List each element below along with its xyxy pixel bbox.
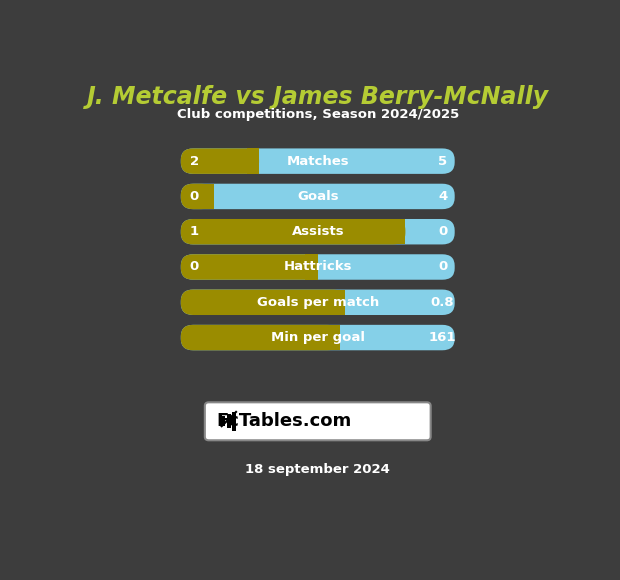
Text: 1: 1 [190,225,199,238]
Text: 161: 161 [429,331,456,344]
FancyBboxPatch shape [181,254,317,280]
Text: Goals per match: Goals per match [257,296,379,309]
Bar [202,184,214,209]
Text: Assists: Assists [291,225,344,238]
Text: Min per goal: Min per goal [271,331,365,344]
FancyBboxPatch shape [181,219,405,244]
FancyBboxPatch shape [181,184,454,209]
Text: 0: 0 [438,260,447,274]
Bar [247,148,259,174]
Text: J. Metcalfe vs James Berry-McNally: J. Metcalfe vs James Berry-McNally [87,85,549,109]
Text: 0: 0 [190,260,199,274]
FancyBboxPatch shape [181,219,454,244]
FancyBboxPatch shape [205,403,431,440]
Bar [333,289,345,315]
Text: Matches: Matches [286,155,349,168]
Bar [306,254,317,280]
FancyBboxPatch shape [181,148,259,174]
Bar [222,416,226,426]
Bar [327,325,340,350]
FancyBboxPatch shape [181,289,454,315]
Text: 0.8: 0.8 [431,296,454,309]
Text: 5: 5 [438,155,447,168]
Text: 18 september 2024: 18 september 2024 [246,463,390,476]
Text: FcTables.com: FcTables.com [216,412,352,430]
Text: 4: 4 [438,190,447,203]
Text: Hattricks: Hattricks [283,260,352,274]
Text: 2: 2 [190,155,199,168]
Text: 0: 0 [438,225,447,238]
FancyBboxPatch shape [181,325,340,350]
FancyBboxPatch shape [181,289,345,315]
Text: Club competitions, Season 2024/2025: Club competitions, Season 2024/2025 [177,107,459,121]
Text: Goals: Goals [297,190,339,203]
Bar [393,219,405,244]
FancyBboxPatch shape [181,254,454,280]
FancyBboxPatch shape [181,325,454,350]
Bar [232,412,236,431]
Bar [227,414,231,429]
Text: 0: 0 [190,190,199,203]
FancyBboxPatch shape [181,184,214,209]
FancyBboxPatch shape [181,148,454,174]
